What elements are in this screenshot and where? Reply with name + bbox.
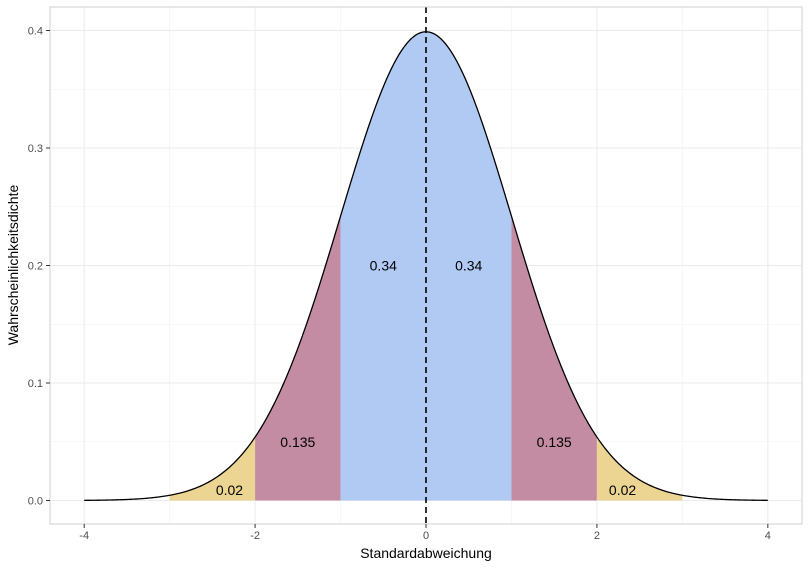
x-axis-label: Standardabweichung xyxy=(360,545,492,561)
x-tick-label: -2 xyxy=(250,530,260,542)
y-axis-label: Wahrscheinlichkeitsdichte xyxy=(5,185,21,346)
region-label: 0.135 xyxy=(280,434,315,450)
region-area xyxy=(340,31,426,501)
curve-layer xyxy=(84,7,768,524)
x-tick-label: 0 xyxy=(423,530,429,542)
regions xyxy=(169,31,683,501)
x-tick-label: 2 xyxy=(594,530,600,542)
axes: -4 -2 0 2 4 0.0 0.1 0.2 0.3 0.4 xyxy=(28,26,771,543)
y-tick-label: 0.1 xyxy=(28,378,43,390)
y-tick-label: 0.4 xyxy=(28,26,43,38)
region-label: 0.135 xyxy=(537,434,572,450)
region-area xyxy=(169,437,256,501)
region-label: 0.34 xyxy=(370,258,397,274)
region-label: 0.02 xyxy=(216,482,243,498)
region-label: 0.02 xyxy=(609,482,636,498)
y-tick-label: 0.3 xyxy=(28,143,43,155)
y-tick-label: 0.2 xyxy=(28,261,43,273)
y-tick-label: 0.0 xyxy=(28,496,43,508)
region-area xyxy=(426,31,512,501)
x-tick-label: 4 xyxy=(765,530,771,542)
region-labels: 0.02 0.135 0.34 0.34 0.135 0.02 xyxy=(216,258,637,498)
region-area xyxy=(596,437,683,501)
x-tick-label: -4 xyxy=(79,530,89,542)
region-label: 0.34 xyxy=(455,258,482,274)
